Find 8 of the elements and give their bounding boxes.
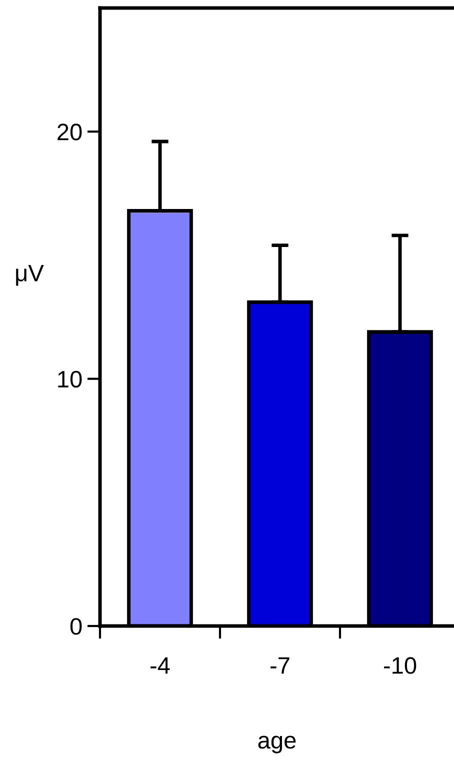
x-tick-label: -10 <box>384 657 416 674</box>
x-axis-title: age <box>258 736 296 754</box>
y-tick-label: 0 <box>70 618 82 635</box>
x-tick-label: -7 <box>270 657 290 674</box>
y-tick-label: 10 <box>58 370 82 388</box>
x-tick-label: -4 <box>150 657 170 674</box>
y-tick-label: 20 <box>58 124 82 140</box>
y-axis-title: μV <box>16 264 44 286</box>
